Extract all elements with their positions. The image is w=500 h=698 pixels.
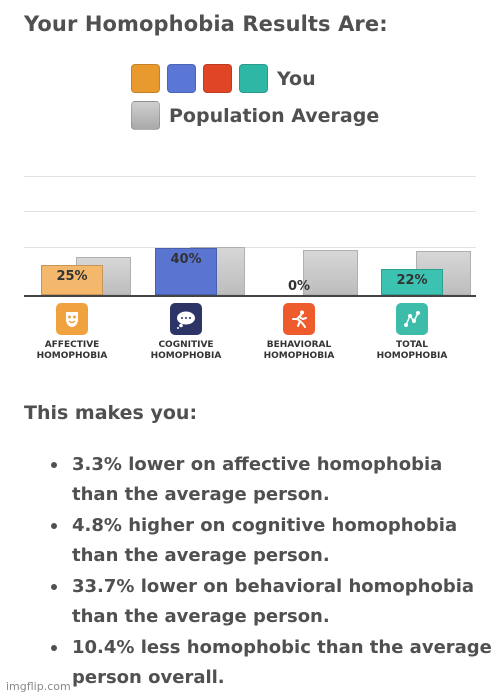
legend-swatch-orange xyxy=(131,64,160,93)
mask-icon xyxy=(56,303,88,335)
list-item: 3.3% lower on affective homophobia than … xyxy=(51,450,492,510)
category-behavioral: BEHAVIORAL HOMOPHOBIA xyxy=(244,303,354,362)
chart-baseline xyxy=(24,295,476,297)
bar-value-label: 0% xyxy=(287,279,311,294)
bullet xyxy=(51,645,57,651)
category-label: COGNITIVE HOMOPHOBIA xyxy=(150,340,222,361)
legend-swatch-red xyxy=(203,64,232,93)
chart-gridline xyxy=(24,247,476,248)
watermark: imgflip.com xyxy=(6,680,71,693)
thought-bubble-icon xyxy=(170,303,202,335)
legend-swatch-blue xyxy=(167,64,196,93)
list-item: 33.7% lower on behavioral homophobia tha… xyxy=(51,572,492,632)
legend-swatch-gray xyxy=(131,101,160,130)
legend-you-label: You xyxy=(277,67,316,90)
results-list: 3.3% lower on affective homophobia than … xyxy=(50,450,492,694)
page-title: Your Homophobia Results Are: xyxy=(24,12,388,36)
running-person-icon xyxy=(283,303,315,335)
connected-nodes-icon xyxy=(396,303,428,335)
category-label: TOTAL HOMOPHOBIA xyxy=(376,340,448,361)
chart-gridline xyxy=(24,211,476,212)
bullet xyxy=(51,584,57,590)
bullet xyxy=(51,523,57,529)
bar-value-label: 40% xyxy=(170,252,202,267)
category-cognitive: COGNITIVE HOMOPHOBIA xyxy=(131,303,241,362)
bullet xyxy=(51,462,57,468)
category-label: AFFECTIVE HOMOPHOBIA xyxy=(36,340,108,361)
legend-average: Population Average xyxy=(131,101,379,130)
legend-you: You xyxy=(131,64,316,93)
results-bar-chart: 25% 40% 0% 22% xyxy=(24,176,476,297)
section-subtitle: This makes you: xyxy=(24,402,198,424)
bar-average xyxy=(303,250,358,295)
legend-average-label: Population Average xyxy=(169,104,380,127)
bar-value-label: 25% xyxy=(56,269,88,284)
list-item: 10.4% less homophobic than the average p… xyxy=(51,633,492,693)
list-item: 4.8% higher on cognitive homophobia than… xyxy=(51,511,492,571)
bar-you xyxy=(381,269,443,295)
category-label: BEHAVIORAL HOMOPHOBIA xyxy=(263,340,335,361)
category-affective: AFFECTIVE HOMOPHOBIA xyxy=(17,303,127,362)
bar-you xyxy=(41,265,103,295)
category-total: TOTAL HOMOPHOBIA xyxy=(357,303,467,362)
chart-gridline xyxy=(24,176,476,177)
bar-value-label: 22% xyxy=(396,273,428,288)
bar-you xyxy=(155,248,217,295)
legend-swatch-teal xyxy=(239,64,268,93)
